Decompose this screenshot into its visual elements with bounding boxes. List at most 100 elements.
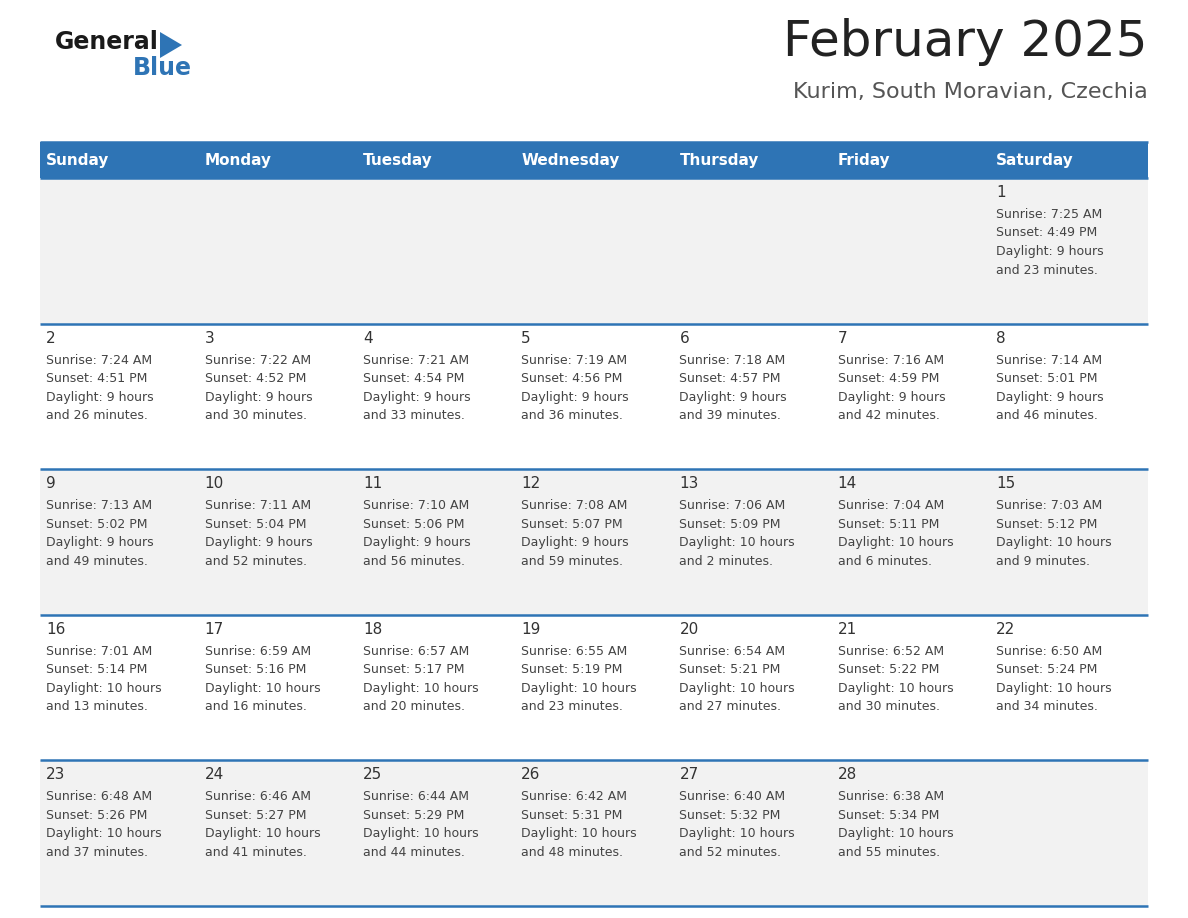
Text: Daylight: 10 hours: Daylight: 10 hours <box>362 827 479 840</box>
Bar <box>198 615 356 760</box>
Text: and 46 minutes.: and 46 minutes. <box>996 409 1098 422</box>
Bar <box>514 178 674 324</box>
Bar <box>356 178 514 324</box>
Text: 7: 7 <box>838 330 847 345</box>
Text: Sunset: 5:24 PM: Sunset: 5:24 PM <box>996 664 1098 677</box>
Text: and 39 minutes.: and 39 minutes. <box>680 409 782 422</box>
Text: Daylight: 9 hours: Daylight: 9 hours <box>362 390 470 404</box>
Bar <box>198 469 356 615</box>
Text: 23: 23 <box>46 767 65 782</box>
Text: 27: 27 <box>680 767 699 782</box>
Text: and 23 minutes.: and 23 minutes. <box>522 700 623 713</box>
Bar <box>674 760 832 906</box>
Text: Sunset: 4:56 PM: Sunset: 4:56 PM <box>522 372 623 385</box>
Text: and 36 minutes.: and 36 minutes. <box>522 409 623 422</box>
Bar <box>198 760 356 906</box>
Bar <box>832 760 990 906</box>
Text: Sunrise: 7:03 AM: Sunrise: 7:03 AM <box>996 499 1102 512</box>
Text: Sunset: 5:07 PM: Sunset: 5:07 PM <box>522 518 623 531</box>
Text: Sunrise: 6:55 AM: Sunrise: 6:55 AM <box>522 644 627 658</box>
Text: Sunrise: 7:18 AM: Sunrise: 7:18 AM <box>680 353 785 366</box>
Text: Daylight: 10 hours: Daylight: 10 hours <box>362 682 479 695</box>
Text: 15: 15 <box>996 476 1016 491</box>
Text: Sunset: 5:26 PM: Sunset: 5:26 PM <box>46 809 147 822</box>
Text: Saturday: Saturday <box>996 152 1074 167</box>
Text: 10: 10 <box>204 476 223 491</box>
Text: and 59 minutes.: and 59 minutes. <box>522 554 624 567</box>
Text: Daylight: 9 hours: Daylight: 9 hours <box>522 536 628 549</box>
Bar <box>674 142 832 178</box>
Text: Daylight: 10 hours: Daylight: 10 hours <box>838 682 954 695</box>
Text: Sunset: 5:02 PM: Sunset: 5:02 PM <box>46 518 147 531</box>
Text: Thursday: Thursday <box>680 152 759 167</box>
Text: 17: 17 <box>204 621 223 637</box>
Text: 3: 3 <box>204 330 214 345</box>
Text: Sunset: 5:32 PM: Sunset: 5:32 PM <box>680 809 781 822</box>
Text: Sunset: 4:51 PM: Sunset: 4:51 PM <box>46 372 147 385</box>
Text: 25: 25 <box>362 767 383 782</box>
Text: and 55 minutes.: and 55 minutes. <box>838 845 940 859</box>
Text: Daylight: 10 hours: Daylight: 10 hours <box>46 827 162 840</box>
Bar <box>356 615 514 760</box>
Bar <box>40 324 198 469</box>
Text: 21: 21 <box>838 621 857 637</box>
Text: Sunrise: 7:16 AM: Sunrise: 7:16 AM <box>838 353 944 366</box>
Text: Sunset: 5:17 PM: Sunset: 5:17 PM <box>362 664 465 677</box>
Text: 22: 22 <box>996 621 1016 637</box>
Text: 5: 5 <box>522 330 531 345</box>
Bar <box>40 760 198 906</box>
Text: Sunrise: 6:57 AM: Sunrise: 6:57 AM <box>362 644 469 658</box>
Text: 18: 18 <box>362 621 383 637</box>
Text: Sunset: 5:09 PM: Sunset: 5:09 PM <box>680 518 781 531</box>
Text: Sunrise: 7:24 AM: Sunrise: 7:24 AM <box>46 353 152 366</box>
Text: Daylight: 10 hours: Daylight: 10 hours <box>204 682 321 695</box>
Text: Sunrise: 6:38 AM: Sunrise: 6:38 AM <box>838 790 944 803</box>
Bar <box>674 469 832 615</box>
Text: Sunset: 5:11 PM: Sunset: 5:11 PM <box>838 518 940 531</box>
Text: Sunday: Sunday <box>46 152 109 167</box>
Bar <box>990 178 1148 324</box>
Text: 28: 28 <box>838 767 857 782</box>
Bar <box>198 178 356 324</box>
Text: Sunset: 5:22 PM: Sunset: 5:22 PM <box>838 664 940 677</box>
Bar <box>674 324 832 469</box>
Text: Sunrise: 7:22 AM: Sunrise: 7:22 AM <box>204 353 311 366</box>
Text: 19: 19 <box>522 621 541 637</box>
Text: 6: 6 <box>680 330 689 345</box>
Text: Sunset: 5:16 PM: Sunset: 5:16 PM <box>204 664 307 677</box>
Text: and 9 minutes.: and 9 minutes. <box>996 554 1091 567</box>
Text: Sunset: 4:52 PM: Sunset: 4:52 PM <box>204 372 307 385</box>
Text: and 52 minutes.: and 52 minutes. <box>204 554 307 567</box>
Text: Sunrise: 6:42 AM: Sunrise: 6:42 AM <box>522 790 627 803</box>
Text: Sunrise: 7:13 AM: Sunrise: 7:13 AM <box>46 499 152 512</box>
Text: Sunset: 5:29 PM: Sunset: 5:29 PM <box>362 809 465 822</box>
Text: and 44 minutes.: and 44 minutes. <box>362 845 465 859</box>
Text: and 41 minutes.: and 41 minutes. <box>204 845 307 859</box>
Text: Sunrise: 6:40 AM: Sunrise: 6:40 AM <box>680 790 785 803</box>
Text: Sunrise: 7:06 AM: Sunrise: 7:06 AM <box>680 499 785 512</box>
Text: Daylight: 10 hours: Daylight: 10 hours <box>522 682 637 695</box>
Text: Sunset: 5:27 PM: Sunset: 5:27 PM <box>204 809 307 822</box>
Text: Sunset: 5:19 PM: Sunset: 5:19 PM <box>522 664 623 677</box>
Bar <box>356 324 514 469</box>
Bar <box>356 469 514 615</box>
Text: and 52 minutes.: and 52 minutes. <box>680 845 782 859</box>
Text: 26: 26 <box>522 767 541 782</box>
Text: and 27 minutes.: and 27 minutes. <box>680 700 782 713</box>
Text: Sunrise: 6:59 AM: Sunrise: 6:59 AM <box>204 644 311 658</box>
Text: Sunset: 5:06 PM: Sunset: 5:06 PM <box>362 518 465 531</box>
Text: and 2 minutes.: and 2 minutes. <box>680 554 773 567</box>
Text: Wednesday: Wednesday <box>522 152 620 167</box>
Text: Daylight: 9 hours: Daylight: 9 hours <box>362 536 470 549</box>
Text: Sunrise: 7:14 AM: Sunrise: 7:14 AM <box>996 353 1102 366</box>
Text: Sunrise: 7:08 AM: Sunrise: 7:08 AM <box>522 499 627 512</box>
Text: Daylight: 10 hours: Daylight: 10 hours <box>522 827 637 840</box>
Text: and 13 minutes.: and 13 minutes. <box>46 700 148 713</box>
Text: Sunset: 5:12 PM: Sunset: 5:12 PM <box>996 518 1098 531</box>
Bar <box>198 142 356 178</box>
Text: and 33 minutes.: and 33 minutes. <box>362 409 465 422</box>
Text: Daylight: 10 hours: Daylight: 10 hours <box>204 827 321 840</box>
Text: Sunset: 4:59 PM: Sunset: 4:59 PM <box>838 372 940 385</box>
Text: Sunrise: 6:46 AM: Sunrise: 6:46 AM <box>204 790 310 803</box>
Text: Sunset: 4:57 PM: Sunset: 4:57 PM <box>680 372 781 385</box>
